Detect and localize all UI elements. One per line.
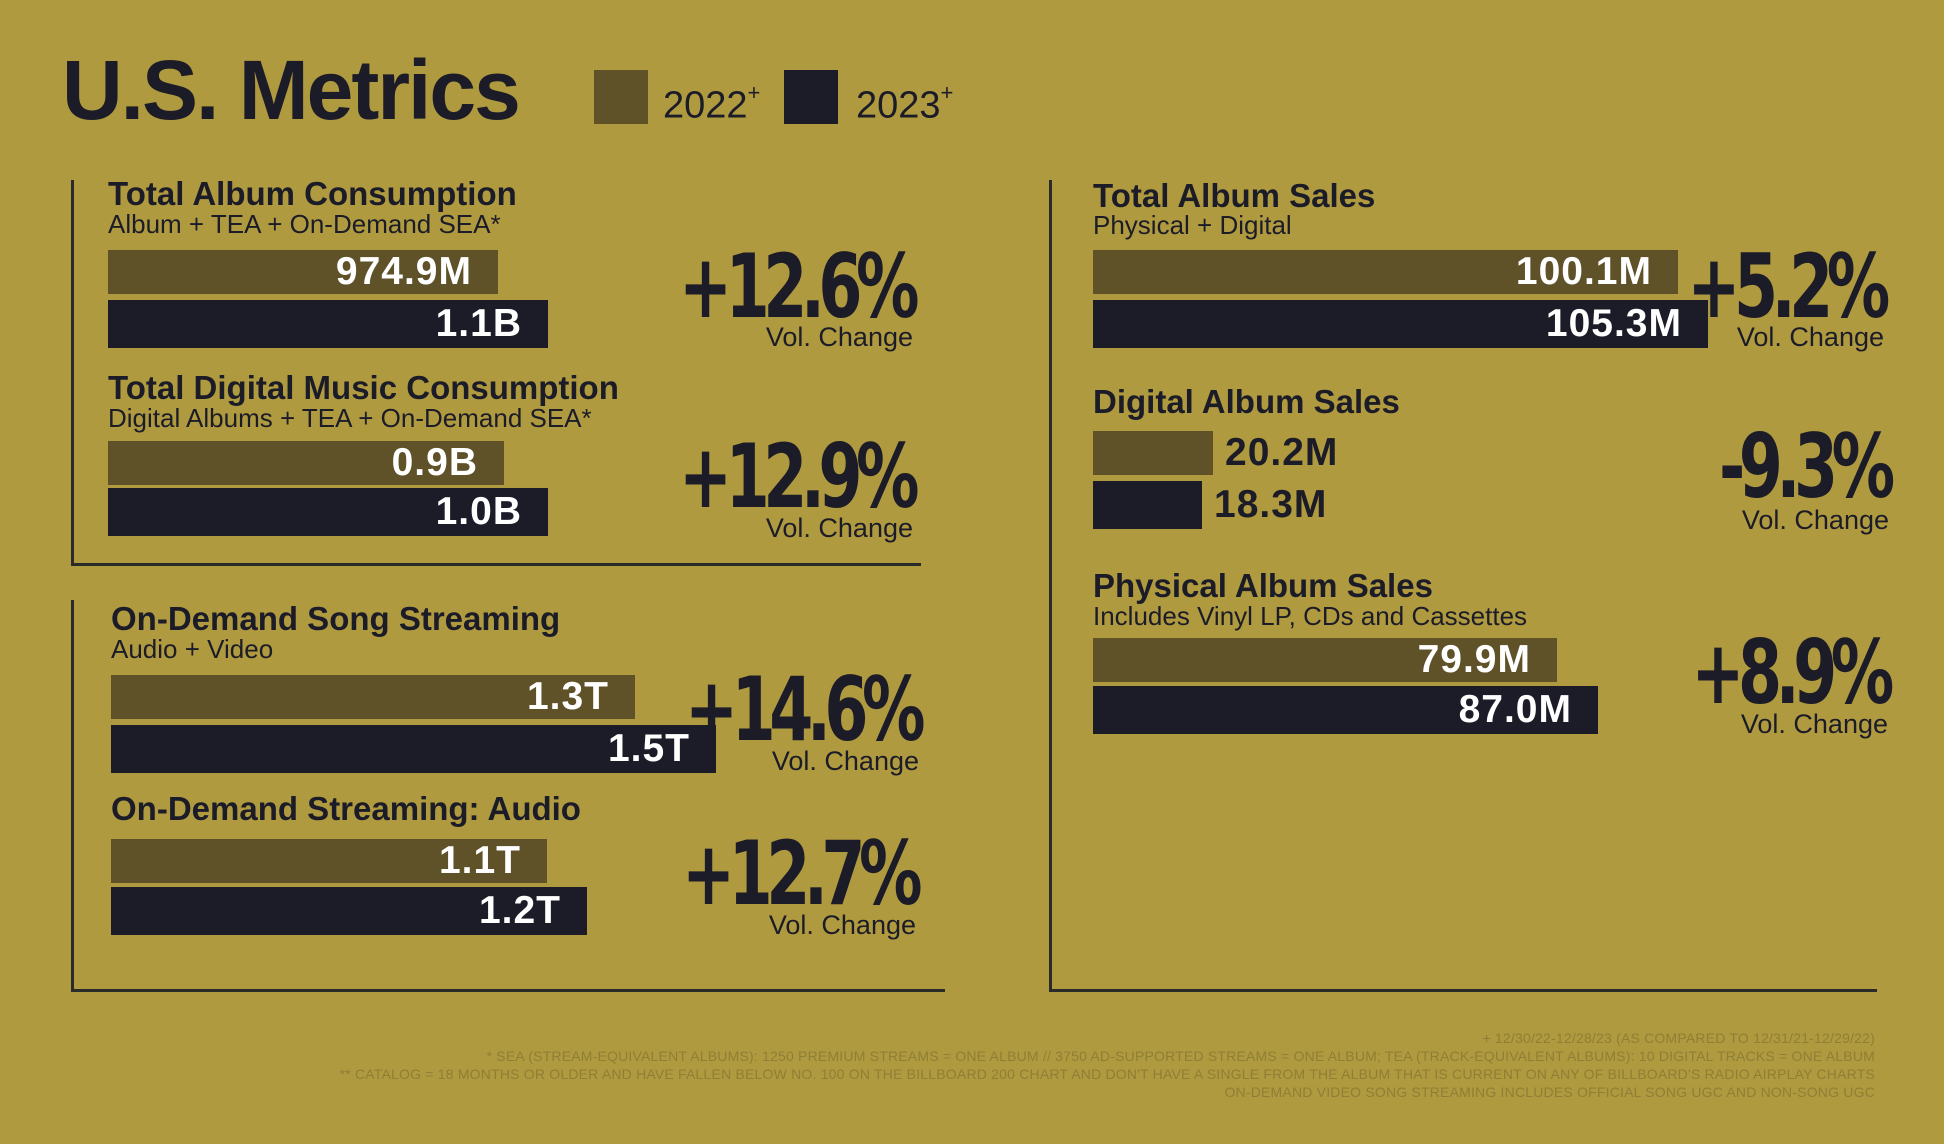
- bar-value-2023: 1.0B: [435, 490, 522, 533]
- metric-title: On-Demand Song Streaming: [111, 600, 561, 637]
- bar-value-2022: 100.1M: [1515, 250, 1652, 293]
- volume-change-value: +12.7%: [681, 822, 923, 925]
- volume-change-label: Vol. Change: [1741, 505, 1889, 535]
- bar-2022: [108, 250, 498, 294]
- volume-change-label: Vol. Change: [1736, 322, 1884, 352]
- bar-2023: [108, 300, 548, 348]
- metric-subtitle: Physical + Digital: [1093, 210, 1292, 240]
- metric-subtitle: Includes Vinyl LP, CDs and Cassettes: [1093, 601, 1528, 631]
- bar-2023: [1093, 300, 1708, 348]
- panel-divider: [71, 180, 74, 566]
- bar-value-2023: 87.0M: [1458, 688, 1572, 731]
- bar-value-2023: 1.2T: [478, 889, 561, 932]
- footnote-catalog: ** CATALOG = 18 MONTHS OR OLDER AND HAVE…: [339, 1066, 1875, 1082]
- bar-2022: [1093, 431, 1213, 475]
- metric-title: Total Digital Music Consumption: [108, 369, 619, 406]
- bar-value-2022: 1.1T: [438, 839, 521, 882]
- bar-2022: [1093, 250, 1678, 294]
- panel-divider: [71, 563, 921, 566]
- legend-swatch-2022: [594, 70, 648, 124]
- bar-2023: [111, 887, 587, 935]
- metric-title: Total Album Consumption: [108, 175, 517, 212]
- volume-change-label: Vol. Change: [1740, 709, 1888, 739]
- volume-change-label: Vol. Change: [765, 513, 913, 543]
- bar-value-2023: 105.3M: [1545, 302, 1682, 345]
- volume-change-value: +8.9%: [1691, 621, 1895, 724]
- volume-change-label: Vol. Change: [768, 910, 916, 940]
- footnote-date-range: + 12/30/22-12/28/23 (AS COMPARED TO 12/3…: [1482, 1030, 1875, 1046]
- page-title: U.S. Metrics: [62, 43, 521, 137]
- volume-change-label: Vol. Change: [765, 322, 913, 352]
- volume-change-value: +5.2%: [1687, 235, 1891, 338]
- bar-value-2022: 0.9B: [391, 441, 478, 484]
- footnote-sea-tea: * SEA (STREAM-EQUIVALENT ALBUMS): 1250 P…: [486, 1048, 1875, 1064]
- legend-label-2022: 2022+: [663, 80, 761, 127]
- legend-swatch-2023: [784, 70, 838, 124]
- bar-value-2022: 974.9M: [335, 250, 472, 293]
- bar-2023: [1093, 481, 1202, 529]
- metric-subtitle: Digital Albums + TEA + On-Demand SEA*: [108, 403, 592, 433]
- bar-value-2023: 1.5T: [607, 727, 690, 770]
- volume-change-label: Vol. Change: [771, 746, 919, 776]
- legend-label-2023: 2023+: [856, 80, 954, 127]
- bar-value-2023: 18.3M: [1214, 483, 1328, 526]
- metric-title: Physical Album Sales: [1093, 567, 1433, 604]
- panel-divider: [71, 600, 74, 992]
- panel-divider: [71, 989, 945, 992]
- bar-2022: [108, 441, 504, 485]
- volume-change-value: +14.6%: [684, 658, 926, 761]
- bar-value-2023: 1.1B: [435, 302, 522, 345]
- bar-2023: [108, 488, 548, 536]
- bar-value-2022: 20.2M: [1225, 431, 1339, 474]
- bar-2022: [111, 675, 635, 719]
- bar-2022: [1093, 638, 1557, 682]
- bar-2023: [111, 725, 716, 773]
- bar-2023: [1093, 686, 1598, 734]
- bar-2022: [111, 839, 547, 883]
- volume-change-value: -9.3%: [1719, 415, 1895, 518]
- metric-title: On-Demand Streaming: Audio: [111, 790, 581, 827]
- footnote-video-streaming: ON-DEMAND VIDEO SONG STREAMING INCLUDES …: [1224, 1084, 1875, 1100]
- metric-title: Total Album Sales: [1093, 177, 1376, 214]
- metric-title: Digital Album Sales: [1093, 383, 1400, 420]
- metric-subtitle: Album + TEA + On-Demand SEA*: [108, 209, 501, 239]
- volume-change-value: +12.6%: [678, 235, 920, 338]
- bar-value-2022: 79.9M: [1417, 638, 1531, 681]
- panel-divider: [1049, 180, 1052, 992]
- volume-change-value: +12.9%: [678, 425, 920, 528]
- metric-subtitle: Audio + Video: [111, 634, 274, 664]
- panel-divider: [1049, 989, 1877, 992]
- bar-value-2022: 1.3T: [526, 675, 609, 718]
